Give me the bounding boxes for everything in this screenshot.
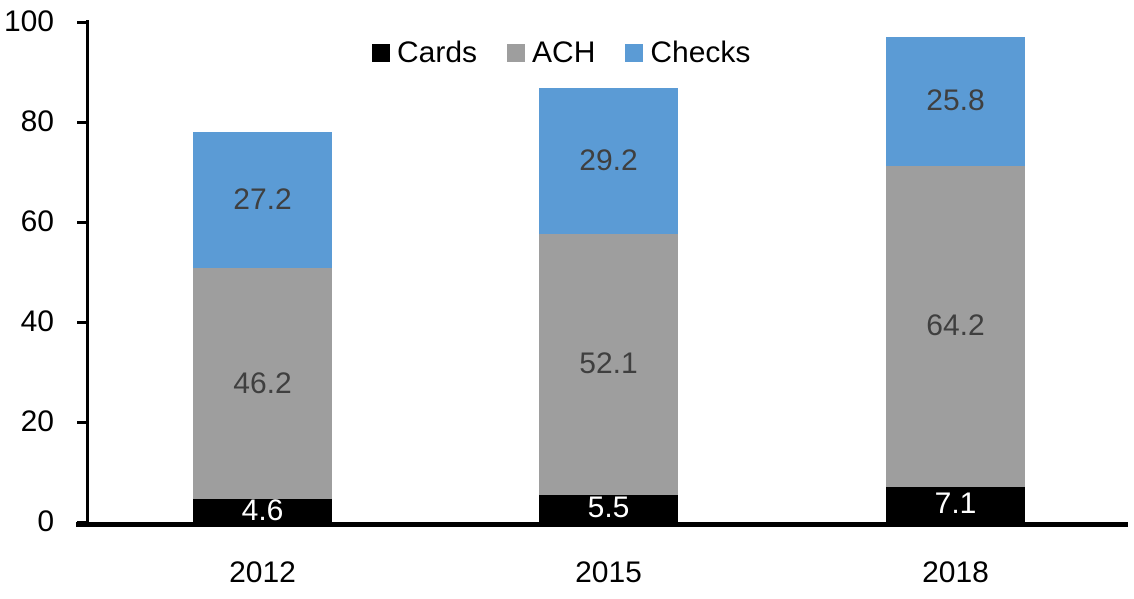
bar-value-label: 27.2 xyxy=(233,183,292,216)
bar-2012: 4.6 46.2 27.2 xyxy=(193,132,332,525)
bar-2015: 5.5 52.1 29.2 xyxy=(539,88,678,525)
bar-segment-checks-2012: 27.2 xyxy=(193,132,332,268)
y-tick xyxy=(77,321,89,324)
bar-value-label: 64.2 xyxy=(926,309,985,342)
y-tick xyxy=(77,221,89,224)
y-tick xyxy=(77,121,89,124)
legend-label: Checks xyxy=(650,36,751,69)
bar-value-label: 25.8 xyxy=(926,84,985,117)
legend: Cards ACH Checks xyxy=(372,36,750,70)
y-axis-tick-label: 80 xyxy=(20,105,54,138)
bar-segment-cards-2018: 7.1 xyxy=(886,486,1025,522)
legend-swatch-cards xyxy=(372,44,390,62)
y-tick xyxy=(77,521,89,524)
legend-item-ach: ACH xyxy=(507,36,595,70)
bar-segment-checks-2015: 29.2 xyxy=(539,88,678,234)
bar-segment-ach-2012: 46.2 xyxy=(193,268,332,499)
x-axis-line xyxy=(76,522,1128,527)
bar-value-label: 7.1 xyxy=(934,487,977,521)
bar-segment-checks-2018: 25.8 xyxy=(886,36,1025,166)
legend-swatch-checks xyxy=(625,44,644,62)
y-axis-tick-label: 0 xyxy=(37,505,54,538)
legend-label: ACH xyxy=(532,36,596,69)
x-axis-label-2015: 2015 xyxy=(575,556,642,589)
bar-2018: 7.1 64.2 25.8 xyxy=(886,36,1025,522)
bar-value-label: 46.2 xyxy=(233,366,292,400)
legend-swatch-ach xyxy=(507,44,526,62)
bar-value-label: 4.6 xyxy=(241,493,284,527)
x-axis-label-2018: 2018 xyxy=(922,556,989,589)
bar-value-label: 29.2 xyxy=(579,144,638,177)
y-tick xyxy=(77,21,89,24)
y-axis-tick-label: 100 xyxy=(3,5,54,38)
bar-segment-ach-2018: 64.2 xyxy=(886,165,1025,487)
legend-item-cards: Cards xyxy=(372,36,477,70)
bar-segment-ach-2015: 52.1 xyxy=(539,234,678,495)
y-axis-tick-label: 40 xyxy=(20,305,54,338)
y-axis-tick-label: 20 xyxy=(20,405,54,438)
bar-segment-cards-2012: 4.6 xyxy=(193,495,332,525)
legend-item-checks: Checks xyxy=(625,36,750,70)
legend-label: Cards xyxy=(397,36,478,69)
y-axis-tick-label: 60 xyxy=(20,205,54,238)
y-tick xyxy=(77,421,89,424)
y-axis-line xyxy=(86,20,89,527)
x-axis-label-2012: 2012 xyxy=(229,556,296,589)
bar-value-label: 52.1 xyxy=(579,347,638,381)
bar-segment-cards-2015: 5.5 xyxy=(539,491,678,525)
bar-value-label: 5.5 xyxy=(587,491,630,525)
